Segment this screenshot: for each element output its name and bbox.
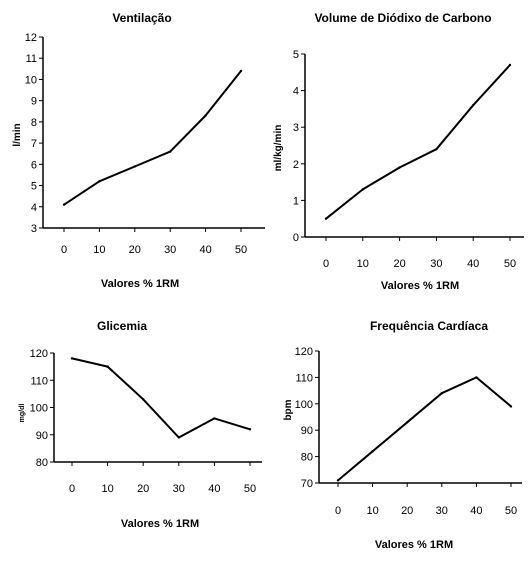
chart-title: Frequência Cardíaca — [370, 319, 488, 333]
y-tick-label: 9 — [31, 96, 37, 108]
data-point — [336, 479, 340, 482]
x-tick-label: 40 — [199, 244, 211, 256]
y-axis-label: ml/kg/min — [273, 125, 284, 172]
y-tick-label: 10 — [25, 74, 37, 86]
chart-title: Volume de Diódixo de Carbono — [314, 11, 491, 25]
data-point — [239, 69, 243, 73]
data-point — [204, 114, 207, 117]
data-point — [509, 405, 513, 408]
y-tick-label: 120 — [30, 348, 48, 360]
data-point — [371, 450, 374, 453]
data-point — [398, 166, 401, 169]
series-line — [71, 357, 251, 439]
y-tick-label: 6 — [31, 159, 37, 171]
x-tick-label: 20 — [137, 483, 149, 495]
x-tick-label: 50 — [504, 258, 516, 270]
chart-frequencia-cardiaca: Frequência Cardíaca bpm Valores % 1RM 70… — [283, 319, 522, 551]
x-tick-label: 10 — [101, 483, 113, 495]
series-line — [337, 376, 512, 482]
chart-title: Glicemia — [97, 319, 147, 333]
x-tick-label: 20 — [393, 258, 405, 270]
data-point — [133, 165, 136, 168]
data-point — [440, 392, 443, 395]
y-tick-label: 100 — [30, 403, 48, 415]
chart-title: Ventilação — [112, 11, 171, 25]
y-tick-label: 2 — [293, 159, 299, 171]
y-axis-label: bpm — [283, 399, 294, 420]
data-point — [98, 180, 101, 183]
x-axis-label: Valores % 1RM — [381, 280, 459, 292]
x-tick-label: 40 — [467, 258, 479, 270]
data-point — [361, 188, 364, 191]
data-point — [142, 398, 145, 401]
y-tick-label: 4 — [31, 202, 37, 214]
data-point — [177, 436, 180, 439]
x-tick-label: 0 — [323, 258, 329, 270]
data-point — [435, 147, 438, 151]
data-point — [213, 417, 216, 420]
series-line — [63, 70, 242, 206]
y-tick-label: 80 — [301, 452, 313, 464]
y-tick-label: 4 — [293, 86, 299, 98]
data-point — [248, 428, 252, 431]
y-axis-label: l/min — [12, 123, 23, 146]
data-point — [508, 63, 512, 67]
y-tick-label: 12 — [25, 32, 37, 44]
y-tick-label: 8 — [31, 117, 37, 129]
x-tick-label: 50 — [244, 483, 256, 495]
y-tick-label: 3 — [31, 223, 37, 235]
x-axis-label: Valores % 1RM — [101, 278, 179, 290]
y-tick-label: 110 — [295, 372, 313, 384]
data-point — [472, 104, 475, 107]
y-tick-label: 80 — [36, 457, 48, 469]
y-tick-label: 70 — [301, 478, 313, 490]
x-tick-label: 40 — [470, 505, 482, 517]
x-tick-label: 20 — [129, 244, 141, 256]
y-tick-label: 110 — [30, 375, 48, 387]
data-point — [406, 421, 409, 424]
y-tick-label: 3 — [293, 122, 299, 134]
data-point — [169, 150, 172, 153]
chart-glicemia: Glicemia mg/dl Valores % 1RM 80901001101… — [19, 319, 262, 530]
y-tick-label: 11 — [26, 53, 37, 65]
x-tick-label: 30 — [436, 505, 448, 517]
chart-volume-co2: Volume de Diódixo de Carbono ml/kg/min V… — [273, 11, 524, 292]
y-tick-label: 5 — [31, 181, 37, 193]
x-tick-label: 10 — [93, 244, 105, 256]
x-tick-label: 50 — [505, 505, 517, 517]
y-tick-label: 5 — [293, 49, 299, 61]
x-tick-label: 20 — [401, 505, 413, 517]
y-axis-label: mg/dl — [19, 404, 26, 423]
y-tick-label: 100 — [295, 399, 313, 411]
y-tick-label: 0 — [293, 232, 299, 244]
y-tick-label: 90 — [301, 425, 313, 437]
chart-ventilacao: Ventilação l/min Valores % 1RM 3 4 5 6 7 8 9 10… — [12, 11, 265, 290]
y-tick-label: 1 — [293, 195, 299, 207]
x-tick-label: 50 — [235, 244, 247, 256]
x-axis-label: Valores % 1RM — [375, 539, 453, 551]
y-tick-label: 90 — [36, 430, 48, 442]
x-tick-label: 10 — [357, 258, 369, 270]
x-tick-label: 10 — [366, 505, 378, 517]
x-tick-label: 30 — [164, 244, 176, 256]
x-tick-label: 0 — [61, 244, 67, 256]
x-tick-label: 30 — [430, 258, 442, 270]
y-tick-label: 7 — [31, 138, 37, 150]
y-tick-label: 120 — [295, 346, 313, 358]
data-point — [70, 357, 74, 360]
x-tick-label: 0 — [335, 505, 341, 517]
series-line — [325, 64, 511, 220]
data-point — [475, 376, 478, 379]
data-point — [324, 217, 328, 220]
x-axis-label: Valores % 1RM — [121, 518, 199, 530]
data-point — [62, 203, 66, 206]
x-tick-label: 0 — [69, 483, 75, 495]
data-point — [106, 365, 109, 368]
x-tick-label: 40 — [208, 483, 220, 495]
x-tick-label: 30 — [173, 483, 185, 495]
